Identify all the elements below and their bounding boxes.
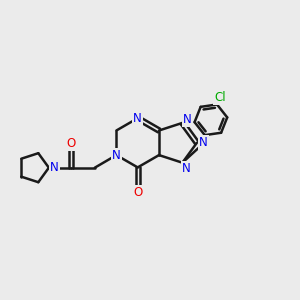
Text: O: O <box>66 136 75 150</box>
Text: N: N <box>199 136 208 149</box>
Text: O: O <box>133 186 142 199</box>
Text: N: N <box>182 113 191 126</box>
Text: N: N <box>133 112 142 125</box>
Text: N: N <box>50 161 58 174</box>
Text: N: N <box>182 162 190 175</box>
Text: N: N <box>112 148 121 162</box>
Text: Cl: Cl <box>214 91 226 104</box>
